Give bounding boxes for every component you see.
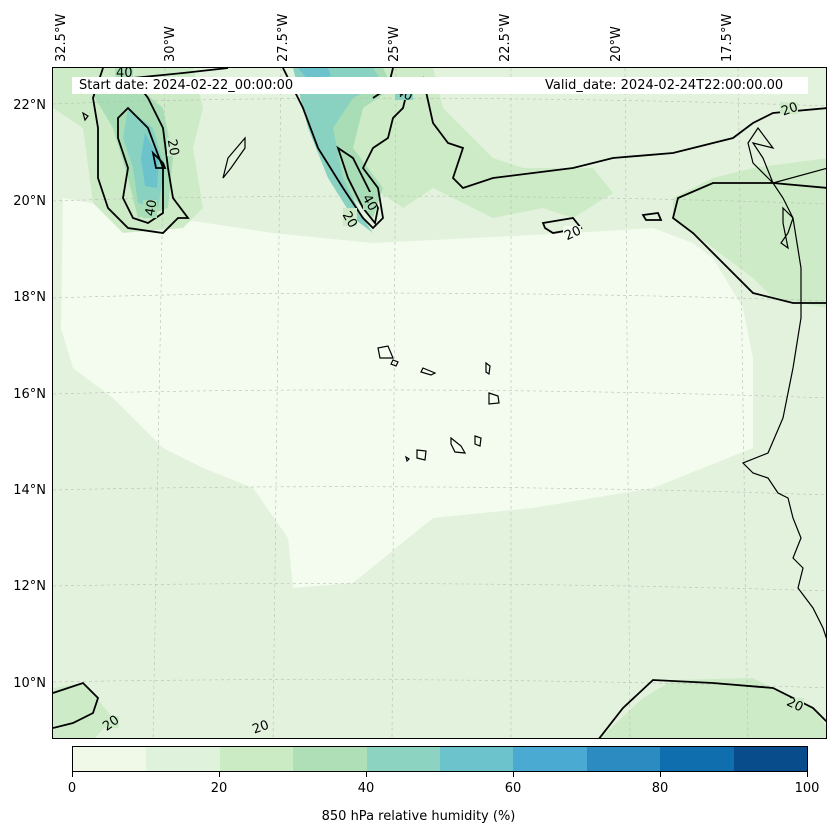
colorbar-title: 850 hPa relative humidity (%) xyxy=(321,809,516,824)
map-panel: 40 40 20 40 20 40 20 20 20 20 20 xyxy=(52,67,827,739)
lat-label-20n: 20°N xyxy=(13,194,46,209)
lon-label-32-5w: 32.5°W xyxy=(54,13,69,62)
colorbar-label-40: 40 xyxy=(357,781,375,796)
colorbar-tick-40 xyxy=(366,772,367,777)
contour-label-40-b: 40 xyxy=(143,199,161,218)
humidity-fill-20-30-sw xyxy=(53,683,113,738)
lon-label-22-5w: 22.5°W xyxy=(498,13,513,62)
humidity-map: 40 40 20 40 20 40 20 20 20 20 20 xyxy=(53,68,826,738)
contour-20-ne xyxy=(671,182,826,304)
colorbar-label-20: 20 xyxy=(210,781,228,796)
colorbar-segment-4 xyxy=(366,747,441,771)
colorbar-tick-80 xyxy=(660,772,661,777)
colorbar-segment-7 xyxy=(586,747,661,771)
contour-20-sw xyxy=(53,681,100,729)
contour-label-20-a: 20 xyxy=(164,138,182,157)
lon-label-27-5w: 27.5°W xyxy=(276,13,291,62)
colorbar-segment-9 xyxy=(733,747,808,771)
cape-verde-boa-vista xyxy=(488,392,500,405)
colorbar-label-80: 80 xyxy=(651,781,669,796)
humidity-fill-0-10 xyxy=(61,198,753,588)
contour-40-nw xyxy=(117,106,164,224)
lat-label-12n: 12°N xyxy=(13,579,46,594)
west-sahara-islands xyxy=(780,206,794,250)
cape-verde-santo-antao xyxy=(377,345,394,359)
north-island-b xyxy=(82,111,89,122)
graticule xyxy=(53,68,826,738)
colorbar-label-100: 100 xyxy=(794,781,820,796)
cape-verde-santiago xyxy=(450,436,467,454)
contour-label-20-b: 20 xyxy=(339,209,360,231)
cape-verde-sao-nicolau xyxy=(420,367,437,376)
north-island xyxy=(222,136,246,179)
colorbar-segment-1 xyxy=(146,747,220,771)
contour-label-20-c: 20 xyxy=(562,223,583,244)
contour-label-group: 40 40 20 40 20 40 20 20 20 20 20 xyxy=(100,68,805,738)
colorbar-segment-6 xyxy=(513,747,587,771)
cape-verde-sao-vicente xyxy=(390,359,399,367)
cape-verde-maio xyxy=(474,435,482,447)
humidity-fill-20-30-n xyxy=(303,68,613,218)
colorbar-segment-2 xyxy=(219,747,294,771)
lon-label-20w: 20°W xyxy=(609,26,624,62)
contour-label-20-d: 20 xyxy=(779,100,800,120)
contour-label-20-g: 20 xyxy=(784,695,805,716)
colorbar-tick-0 xyxy=(72,772,73,777)
colorbar-segment-5 xyxy=(440,747,514,771)
lon-label-25w: 25°W xyxy=(387,26,402,62)
colorbar xyxy=(72,746,808,772)
lat-label-22n: 22°N xyxy=(13,98,46,113)
contour-20-se xyxy=(598,679,826,738)
valid-date-label: Valid_date: 2024-02-24T22:00:00.00 xyxy=(540,77,808,94)
colorbar-segment-8 xyxy=(660,747,734,771)
colorbar-label-60: 60 xyxy=(504,781,522,796)
contour-label-40-d: 40 xyxy=(359,192,380,214)
contour-50-nw xyxy=(151,150,167,169)
lat-label-10n: 10°N xyxy=(13,676,46,691)
humidity-fill-20-30-se xyxy=(600,678,826,738)
humidity-fill-20-30-ne xyxy=(673,158,826,308)
colorbar-segment-0 xyxy=(73,747,147,771)
coastlines xyxy=(82,111,826,639)
contour-40-n-inner xyxy=(336,145,379,226)
contour-label-20-f: 20 xyxy=(250,718,271,738)
contour-20-east-blob xyxy=(641,212,663,221)
cape-verde-brava xyxy=(405,455,410,463)
cape-verde-fogo xyxy=(416,449,427,461)
colorbar-label-0: 0 xyxy=(67,781,77,796)
africa-coastline xyxy=(741,126,826,639)
lat-label-18n: 18°N xyxy=(13,290,46,305)
colorbar-tick-60 xyxy=(513,772,514,777)
colorbar-tick-20 xyxy=(219,772,220,777)
colorbar-segment-3 xyxy=(293,747,367,771)
lon-label-30w: 30°W xyxy=(163,26,178,62)
humidity-fill-40-50-n xyxy=(293,68,383,233)
lat-label-14n: 14°N xyxy=(13,483,46,498)
lat-label-16n: 16°N xyxy=(13,387,46,402)
humidity-fill-50-60-nw xyxy=(141,133,159,188)
lon-label-17-5w: 17.5°W xyxy=(720,13,735,62)
start-date-label: Start date: 2024-02-22_00:00:00 xyxy=(72,77,552,94)
colorbar-tick-100 xyxy=(807,772,808,777)
cape-verde-sal xyxy=(485,361,491,376)
